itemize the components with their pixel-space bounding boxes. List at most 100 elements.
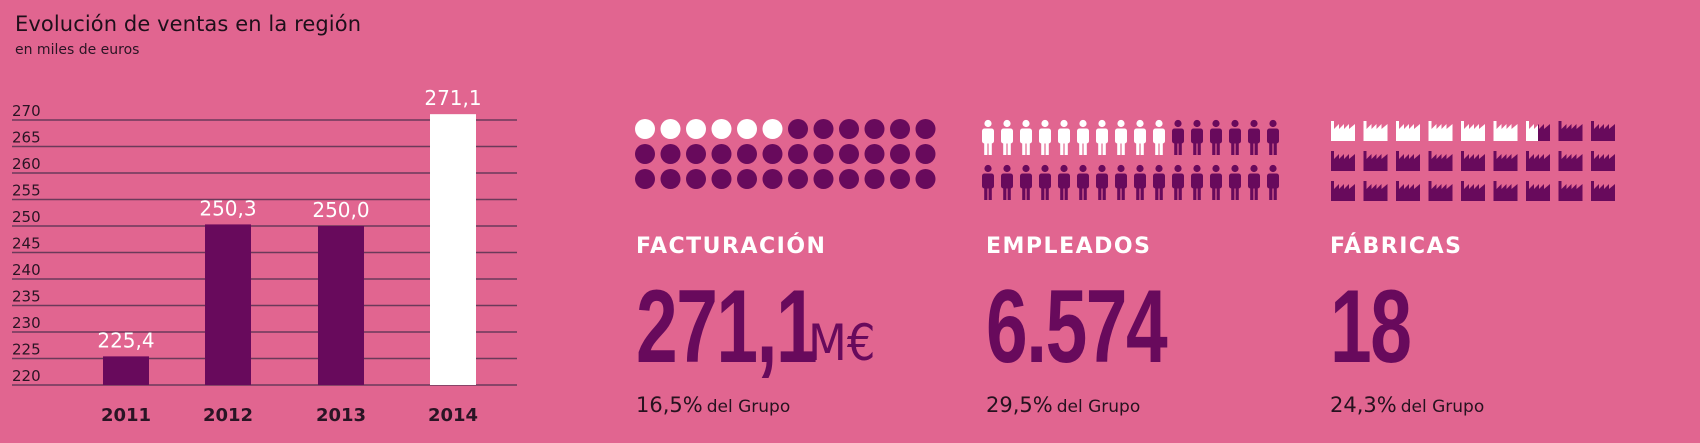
bar-value-label: 250,0 (312, 198, 369, 222)
circle-icon (813, 144, 834, 164)
circle-icon (711, 119, 732, 139)
person-icon (1058, 164, 1070, 200)
person-icon (1001, 119, 1013, 155)
stat-percent-fabricas: 24,3% del Grupo (1330, 393, 1484, 417)
percent-value: 16,5% (636, 393, 703, 417)
person-icon (1134, 164, 1146, 200)
circle-icon (686, 144, 706, 164)
factory-icon (1331, 151, 1355, 171)
person-icon (1248, 164, 1260, 200)
stat-value-facturacion: 271,1 (636, 269, 818, 385)
y-tick-label: 235 (12, 288, 41, 306)
circle-icon (788, 144, 808, 164)
person-icon (1210, 119, 1222, 155)
person-icon (1134, 119, 1146, 155)
bar (430, 114, 476, 386)
percent-value: 24,3% (1330, 393, 1397, 417)
x-tick-label: 2013 (316, 405, 366, 426)
bar-chart: 220 225 230 235 240 245 250 255 260 265 270 225,4 20… (12, 86, 517, 426)
factory-icon (1493, 151, 1518, 171)
factory-icon (1493, 121, 1518, 141)
y-tick-label: 260 (12, 155, 41, 173)
circle-icon (864, 144, 885, 164)
circle-icon (711, 144, 732, 164)
circle-icon (890, 144, 910, 164)
chart-subtitle: en miles de euros (15, 42, 140, 58)
bar-value-label: 225,4 (97, 328, 154, 352)
person-icon (1039, 119, 1051, 155)
circle-icon (635, 119, 655, 139)
factory-icon (1396, 151, 1420, 171)
person-icon (1115, 119, 1127, 155)
person-icon (1267, 164, 1279, 200)
person-icon (1248, 119, 1260, 155)
person-icon (1267, 119, 1279, 155)
circle-icon (915, 169, 936, 189)
circle-icon (890, 119, 910, 139)
stat-unit-facturacion: M€ (808, 314, 876, 372)
stat-value-fabricas: 18 (1330, 269, 1412, 385)
circle-icon (839, 169, 859, 189)
factory-icon (1558, 121, 1583, 141)
person-icon (1020, 119, 1032, 155)
bar-value-label: 271,1 (424, 86, 481, 110)
circle-icon (737, 169, 757, 189)
factory-icon (1428, 121, 1453, 141)
stat-value-empleados: 6.574 (986, 269, 1168, 385)
person-icon (1191, 119, 1203, 155)
y-tick-label: 270 (12, 102, 41, 120)
person-icon (1172, 119, 1184, 155)
factory-icon (1363, 151, 1388, 171)
person-icon (982, 164, 994, 200)
y-tick-label: 250 (12, 208, 41, 226)
circle-icon (839, 144, 859, 164)
bar (205, 224, 251, 385)
stat-percent-empleados: 29,5% del Grupo (986, 393, 1140, 417)
factory-icon (1461, 151, 1485, 171)
stat-percent-facturacion: 16,5% del Grupo (636, 393, 790, 417)
factory-icon (1428, 151, 1453, 171)
factory-icon (1526, 151, 1550, 171)
y-tick-label: 255 (12, 182, 41, 200)
circle-icon (660, 119, 681, 139)
person-icon (1001, 164, 1013, 200)
circle-icon (686, 119, 706, 139)
circle-icon (762, 144, 783, 164)
stat-heading-fabricas: FÁBRICAS (1330, 234, 1463, 259)
circle-icon (711, 169, 732, 189)
circle-icon (635, 144, 655, 164)
factory-icon (1591, 121, 1615, 141)
y-tick-label: 225 (12, 341, 41, 359)
stat-heading-empleados: EMPLEADOS (986, 234, 1152, 259)
bar (318, 226, 364, 385)
y-tick-label: 220 (12, 367, 41, 385)
circle-icon (915, 144, 936, 164)
person-icon (1191, 164, 1203, 200)
person-icon (1020, 164, 1032, 200)
factory-icon (1526, 181, 1550, 201)
percent-suffix: del Grupo (1400, 397, 1485, 417)
circle-icon (762, 119, 783, 139)
y-tick-label: 230 (12, 314, 41, 332)
bar (103, 356, 149, 385)
person-icon (1229, 119, 1241, 155)
factory-icon (1591, 181, 1615, 201)
circle-icon (864, 119, 885, 139)
factory-icon (1428, 181, 1453, 201)
y-tick-label: 265 (12, 129, 41, 147)
percent-value: 29,5% (986, 393, 1053, 417)
circle-icon (737, 144, 757, 164)
person-icon (1058, 119, 1070, 155)
factory-icon (1363, 181, 1388, 201)
circle-icon (635, 169, 655, 189)
factory-icon (1331, 181, 1355, 201)
circle-icon (813, 119, 834, 139)
person-icon (1077, 119, 1089, 155)
factory-icon (1526, 121, 1550, 141)
stat-heading-facturacion: FACTURACIÓN (636, 234, 827, 259)
factory-icon (1363, 121, 1388, 141)
circle-icon (788, 119, 808, 139)
chart-title: Evolución de ventas en la región (15, 12, 362, 36)
person-icon (1153, 164, 1165, 200)
